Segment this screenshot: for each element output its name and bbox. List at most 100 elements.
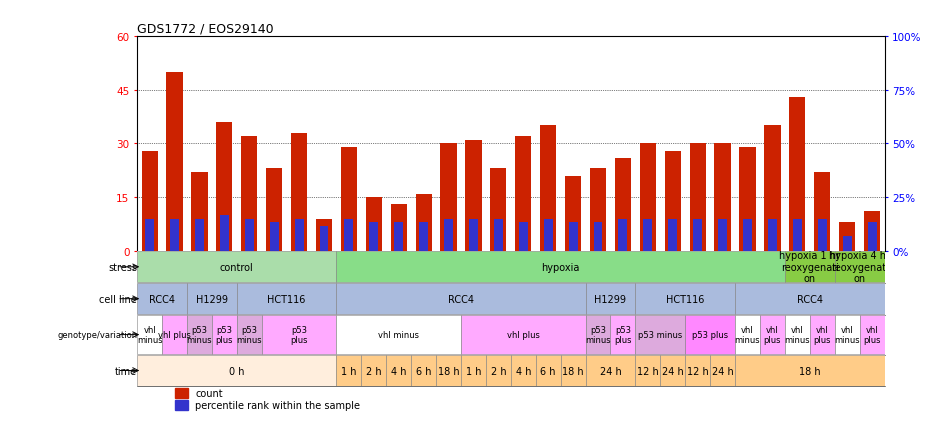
Bar	[561, 355, 586, 386]
Bar	[262, 316, 337, 354]
Text: RCC4: RCC4	[149, 294, 175, 304]
Bar	[465, 141, 482, 251]
Bar	[586, 316, 610, 354]
Text: vhl
plus: vhl plus	[763, 325, 781, 345]
Text: H1299: H1299	[196, 294, 228, 304]
Bar	[266, 169, 282, 251]
Bar	[170, 219, 179, 251]
Text: cell line: cell line	[99, 294, 137, 304]
Text: p53
minus: p53 minus	[186, 325, 212, 345]
Bar	[291, 133, 307, 251]
Text: 6 h: 6 h	[416, 366, 431, 376]
Bar	[740, 148, 756, 251]
Bar	[693, 219, 702, 251]
Bar	[217, 123, 233, 251]
Text: p53
minus: p53 minus	[236, 325, 262, 345]
Bar	[685, 316, 735, 354]
Bar	[174, 388, 188, 398]
Text: vhl
minus: vhl minus	[834, 325, 860, 345]
Bar	[636, 316, 685, 354]
Text: hypoxia: hypoxia	[541, 262, 580, 272]
Bar	[419, 223, 429, 251]
Text: genotype/variation: genotype/variation	[57, 330, 137, 339]
Bar	[320, 226, 328, 251]
Bar	[760, 316, 785, 354]
Bar	[735, 316, 760, 354]
Bar	[461, 355, 486, 386]
Bar	[436, 355, 461, 386]
Text: vhl plus: vhl plus	[507, 330, 540, 339]
Bar	[337, 316, 461, 354]
Text: 1 h: 1 h	[465, 366, 482, 376]
Text: 1 h: 1 h	[342, 366, 357, 376]
Bar	[540, 126, 556, 251]
Text: 4 h: 4 h	[391, 366, 407, 376]
Text: stress: stress	[108, 262, 137, 272]
Bar	[639, 144, 656, 251]
Bar	[236, 316, 262, 354]
Bar	[137, 316, 162, 354]
Text: 12 h: 12 h	[637, 366, 658, 376]
Text: vhl
minus: vhl minus	[735, 325, 761, 345]
Bar	[394, 223, 403, 251]
Text: 6 h: 6 h	[540, 366, 556, 376]
Bar	[162, 316, 187, 354]
Bar	[665, 151, 681, 251]
Text: p53 plus: p53 plus	[692, 330, 728, 339]
Text: vhl
plus: vhl plus	[814, 325, 831, 345]
Bar	[864, 212, 880, 251]
Text: 4 h: 4 h	[516, 366, 531, 376]
Text: hypoxia 1 hr
reoxygenati
on: hypoxia 1 hr reoxygenati on	[780, 250, 840, 284]
Bar	[518, 223, 528, 251]
Bar	[586, 284, 636, 314]
Bar	[834, 316, 860, 354]
Bar	[341, 148, 357, 251]
Bar	[415, 194, 431, 251]
Bar	[860, 316, 885, 354]
Bar	[843, 237, 851, 251]
Bar	[834, 252, 885, 283]
Text: vhl plus: vhl plus	[158, 330, 191, 339]
Text: 18 h: 18 h	[438, 366, 460, 376]
Bar	[690, 144, 706, 251]
Bar	[593, 223, 603, 251]
Bar	[764, 126, 780, 251]
Bar	[241, 137, 257, 251]
Bar	[867, 223, 877, 251]
Bar	[344, 219, 354, 251]
Bar	[685, 355, 710, 386]
Text: p53
plus: p53 plus	[290, 325, 307, 345]
Bar	[441, 144, 457, 251]
Bar	[743, 219, 752, 251]
Bar	[793, 219, 802, 251]
Bar	[785, 316, 810, 354]
Text: percentile rank within the sample: percentile rank within the sample	[196, 401, 360, 410]
Bar	[839, 223, 855, 251]
Bar	[412, 355, 436, 386]
Text: 18 h: 18 h	[799, 366, 820, 376]
Bar	[718, 219, 727, 251]
Bar	[565, 176, 581, 251]
Bar	[137, 355, 337, 386]
Bar	[615, 158, 631, 251]
Bar	[490, 169, 506, 251]
Bar	[137, 284, 187, 314]
Text: p53
plus: p53 plus	[216, 325, 233, 345]
Bar	[219, 216, 229, 251]
Bar	[294, 219, 304, 251]
Text: 2 h: 2 h	[491, 366, 506, 376]
Bar	[361, 355, 386, 386]
Bar	[569, 223, 578, 251]
Bar	[586, 355, 636, 386]
Bar	[610, 316, 636, 354]
Text: control: control	[219, 262, 254, 272]
Text: RCC4: RCC4	[797, 294, 823, 304]
Text: RCC4: RCC4	[448, 294, 474, 304]
Bar	[337, 284, 586, 314]
Bar	[789, 98, 805, 251]
Bar	[590, 169, 606, 251]
Text: 24 h: 24 h	[662, 366, 684, 376]
Bar	[236, 284, 337, 314]
Text: 0 h: 0 h	[229, 366, 245, 376]
Bar	[195, 219, 204, 251]
